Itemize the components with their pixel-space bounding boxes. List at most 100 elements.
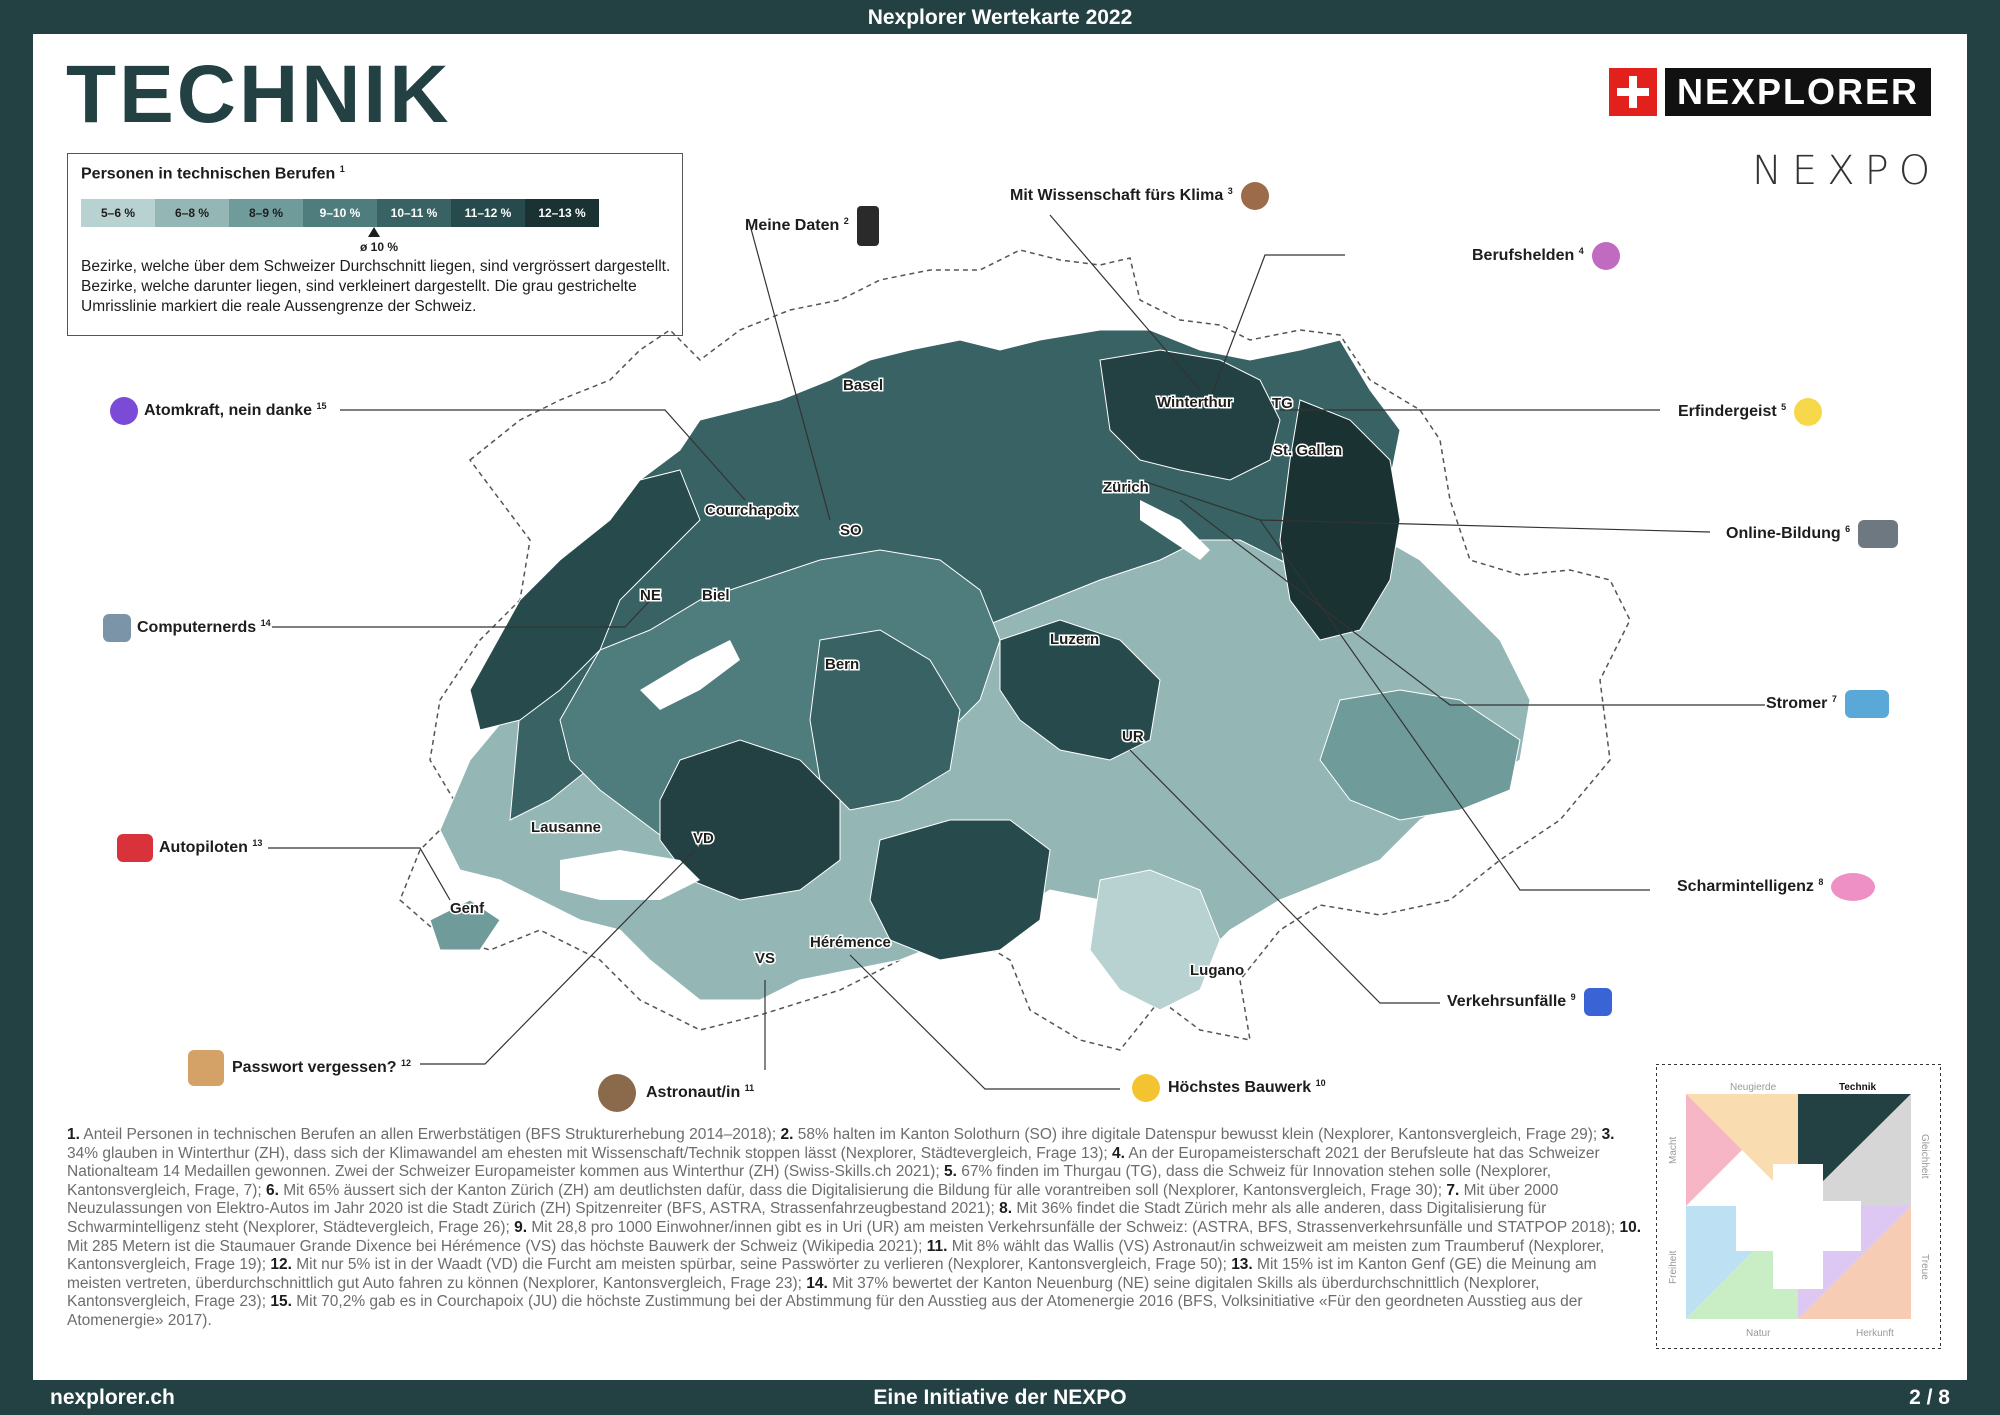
footnote-text: 58% halten im Kanton Solothurn (SO) ihre… — [793, 1126, 1602, 1143]
footnote-number: 13. — [1231, 1256, 1253, 1274]
legend-average: ø 10 % — [360, 240, 399, 254]
file-box-icon — [188, 1050, 224, 1086]
footer-bar: Eine Initiative der NEXPO nexplorer.ch 2… — [0, 1380, 2000, 1415]
value-neugierde: Neugierde — [1730, 1082, 1777, 1093]
footnote-text: Mit 65% äussert sich der Kanton Zürich (… — [278, 1181, 1447, 1199]
nexpo-logo: NEXPO — [1752, 148, 1941, 194]
callout-label: Online-Bildung — [1726, 525, 1841, 543]
value-natur: Natur — [1746, 1328, 1771, 1339]
callout-erfindergeist: Erfindergeist 5 — [1678, 398, 1823, 426]
footnote-text: An der Europameisterschaft 2021 der Beru… — [67, 1144, 1600, 1181]
legend-class-3: 9–10 % — [303, 199, 377, 227]
value-map-icon: Neugierde Technik Natur Herkunft Macht F… — [1656, 1064, 1941, 1349]
callout-ref: 14 — [260, 617, 271, 628]
legend-class-0: 5–6 % — [81, 199, 155, 227]
value-technik: Technik — [1839, 1082, 1876, 1093]
callout-autopiloten: Autopiloten 13 — [117, 834, 262, 862]
brain-icon — [1831, 873, 1876, 901]
footer-page-number: 2 / 8 — [1909, 1386, 1950, 1409]
callout-atomkraft: Atomkraft, nein danke 15 — [110, 397, 327, 425]
average-marker-icon — [368, 227, 380, 237]
footnote-number: 9. — [514, 1218, 528, 1236]
callout-meine-daten: Meine Daten 2 — [745, 206, 879, 246]
value-herkunft: Herkunft — [1856, 1328, 1894, 1339]
footnote-text: Mit 15% ist im Kanton Genf (GE) die Mein… — [67, 1256, 1597, 1292]
callout-ref: 4 — [1578, 245, 1584, 256]
callout-label: Mit Wissenschaft fürs Klima — [1010, 187, 1224, 205]
laptop-icon — [1858, 520, 1899, 548]
callout-passwort: Passwort vergessen? 12 — [188, 1050, 411, 1086]
legend-ref: 1 — [339, 164, 345, 174]
callout-stromer: Stromer 7 — [1766, 690, 1889, 718]
footnote-number: 7. — [1446, 1181, 1460, 1199]
footnote-number: 15. — [270, 1293, 292, 1311]
callout-scharmintelligenz: Scharmintelligenz 8 — [1677, 873, 1876, 901]
callout-label: Computernerds — [137, 619, 257, 637]
callout-ref: 7 — [1831, 693, 1837, 704]
footnote-number: 10. — [1619, 1218, 1642, 1236]
callout-label: Verkehrsunfälle — [1447, 993, 1567, 1011]
callout-ref: 15 — [316, 400, 327, 411]
footnote-text: Mit nur 5% ist in der Waadt (VD) die Fur… — [291, 1256, 1232, 1274]
superhero-icon — [1591, 242, 1620, 270]
police-light-icon — [1583, 988, 1612, 1016]
mobile-phone-icon — [856, 206, 879, 246]
callout-label: Atomkraft, nein danke — [144, 402, 313, 420]
technologist-icon — [103, 614, 131, 642]
footnote-number: 14. — [806, 1274, 828, 1292]
construction-worker-icon — [1132, 1074, 1160, 1102]
legend-class-5: 11–12 % — [451, 199, 525, 227]
value-macht: Macht — [1668, 1137, 1679, 1164]
callout-ref: 6 — [1845, 523, 1851, 534]
footnote-number: 6. — [266, 1181, 279, 1199]
callout-label: Meine Daten — [745, 217, 840, 235]
footnote-number: 2. — [780, 1126, 794, 1143]
atom-symbol-icon — [110, 397, 138, 425]
value-freiheit: Freiheit — [1668, 1250, 1679, 1284]
swiss-flag-icon — [1609, 68, 1657, 116]
footnote-text: 67% finden im Thurgau (TG), dass die Sch… — [67, 1163, 1552, 1199]
page-title: TECHNIK — [66, 49, 452, 140]
value-treue: Treue — [1919, 1254, 1930, 1280]
callout-ref: 10 — [1315, 1077, 1326, 1088]
footnote-text: Mit über 2000 Neuzulassungen von Elektro… — [67, 1181, 1559, 1218]
header-title: Nexplorer Wertekarte 2022 — [867, 6, 1133, 29]
callout-ref: 8 — [1818, 876, 1824, 887]
callout-label: Höchstes Bauwerk — [1168, 1079, 1312, 1097]
callout-label: Autopiloten — [159, 839, 248, 857]
callout-label: Astronaut/in — [646, 1084, 741, 1102]
callout-ref: 3 — [1227, 185, 1233, 196]
footnote-text: Mit 28,8 pro 1000 Einwohner/innen gibt e… — [527, 1218, 1620, 1236]
astronaut-icon — [598, 1074, 636, 1112]
footnote-text: Mit 36% findet die Stadt Zürich mehr als… — [67, 1200, 1547, 1236]
footer-url-link[interactable]: nexplorer.ch — [50, 1386, 175, 1409]
callout-label: Erfindergeist — [1678, 403, 1777, 421]
brand-name: NEXPLORER — [1665, 68, 1932, 116]
nexplorer-logo[interactable]: NEXPLORER — [1609, 68, 1932, 116]
callout-label: Stromer — [1766, 695, 1828, 713]
map-legend: Personen in technischen Berufen 1 5–6 % 6… — [67, 153, 683, 336]
callout-berufshelden: Berufshelden 4 — [1472, 242, 1620, 270]
callout-label: Berufshelden — [1472, 247, 1575, 265]
callout-ref: 5 — [1781, 401, 1787, 412]
footnotes: 1. Anteil Personen in technischen Berufe… — [67, 1126, 1647, 1331]
scientist-icon — [1240, 182, 1269, 210]
footnote-text: Anteil Personen in technischen Berufen a… — [79, 1126, 781, 1143]
legend-title: Personen in technischen Berufen 1 — [81, 164, 345, 183]
footnote-text: Mit 8% wählt das Wallis (VS) Astronaut/i… — [67, 1237, 1605, 1274]
value-gleichheit: Gleichheit — [1919, 1134, 1930, 1179]
car-icon — [1844, 690, 1889, 718]
callout-ref: 2 — [843, 215, 849, 226]
legend-class-2: 8–9 % — [229, 199, 303, 227]
callout-online-bildung: Online-Bildung 6 — [1726, 520, 1899, 548]
footnote-number: 5. — [943, 1163, 957, 1181]
footnote-text: Mit 285 Metern ist die Staumauer Grande … — [67, 1237, 927, 1255]
callout-ref: 9 — [1570, 991, 1576, 1002]
footer-initiative: Eine Initiative der NEXPO — [873, 1386, 1127, 1409]
legend-class-1: 6–8 % — [155, 199, 229, 227]
footnote-number: 12. — [270, 1256, 292, 1274]
automobile-icon — [117, 834, 153, 862]
callout-verkehrsunfaelle: Verkehrsunfälle 9 — [1447, 988, 1612, 1016]
legend-scale: 5–6 % 6–8 % 8–9 % 9–10 % 10–11 % 11–12 % 12–13… — [81, 199, 599, 227]
legend-class-4: 10–11 % — [377, 199, 451, 227]
